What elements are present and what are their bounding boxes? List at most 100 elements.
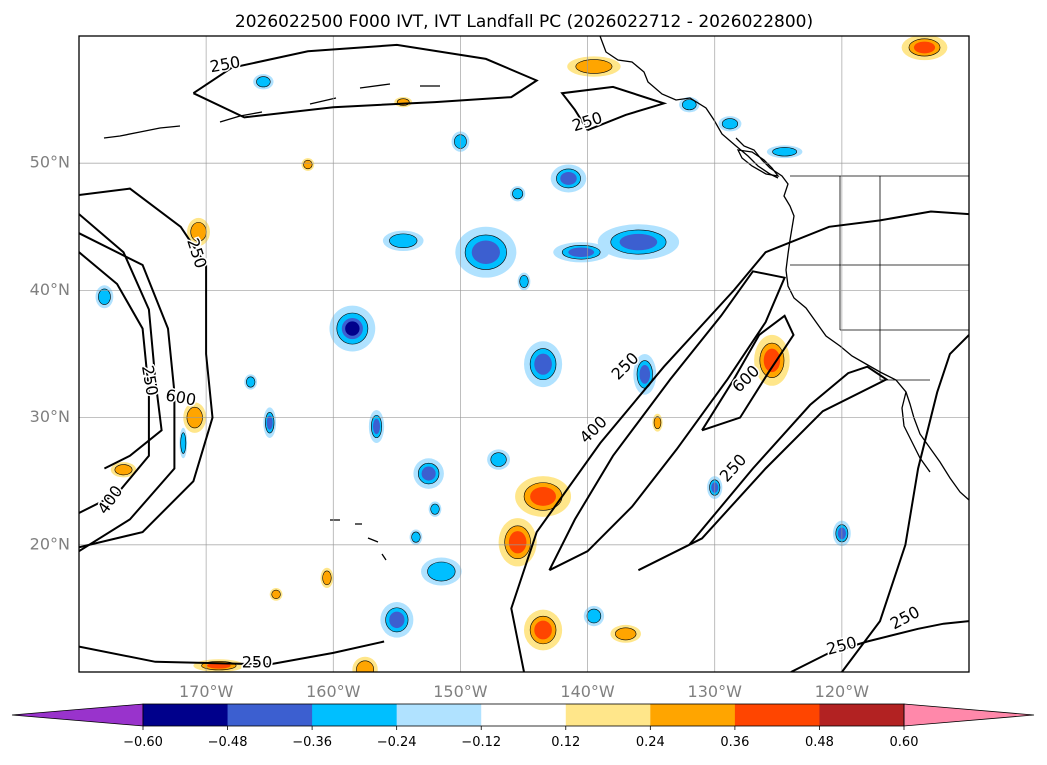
ivt-contour-400-8 [548,270,787,572]
colorbar-frame [142,703,905,727]
pc-positive-outline-14 [653,416,662,430]
colorbar-tick-label-5: 0.12 [551,735,580,750]
pc-negative-outline-10 [265,412,275,434]
canada-coastline [735,137,795,229]
pc-positive-outline-16 [396,98,410,106]
pc-positive-outline-11 [201,661,237,671]
pc-negative-region-7-ring-2 [421,466,436,481]
pc-positive-region-2-ring-2 [534,620,552,640]
pc-positive-region-15-ring-1 [271,590,281,599]
pc-negative-outline-11 [371,414,383,439]
pc-positive-region-5-ring-1 [190,222,207,242]
ivt-contour-250-2 [79,232,176,553]
pc-positive-outline-15 [271,589,281,600]
colorbar-segment-4 [481,704,567,726]
lat-label-1: 30°N [30,407,70,426]
pc-positive-region-10-ring-1 [356,660,374,672]
pc-negative-outline-9 [385,607,409,633]
colorbar-extend-high [903,703,1035,727]
pc-positive-outline-12 [322,570,332,586]
chart-title: 2026022500 F000 IVT, IVT Landfall PC (20… [235,12,813,32]
ivt-contour-400-4 [79,251,150,514]
colorbar-tick-label-0: −0.60 [123,735,163,750]
colorbar-segment-0 [143,704,229,726]
ivt-contour-600-5 [79,213,163,470]
pc-negative-outline-27 [512,188,524,200]
colorbar-tick-label-4: −0.12 [461,735,501,750]
pc-positive-region-1-ring-2 [508,531,527,554]
latitude-labels: 20°N 30°N 40°N 50°N [30,153,70,554]
pc-positive-region-0-ring-2 [530,487,557,506]
pc-negative-outline-19 [430,503,440,515]
pc-negative-outline-0 [464,234,507,270]
vancouver-island [736,149,780,177]
pc-negative-outline-20 [411,531,421,543]
pc-negative-outline-18 [586,608,602,624]
pc-negative-region-26-ring-1 [682,99,697,110]
pc-negative-region-13-ring-1 [722,118,738,129]
ivt-contour-250-1 [560,85,668,132]
pc-negative-outline-28 [519,275,529,288]
pc-positive-region-6-ring-1 [114,464,133,475]
colorbar-tick-label-8: 0.48 [805,735,834,750]
pc-positive-outline-3 [759,342,785,378]
ivt-contour-250-11 [790,620,969,672]
lon-label-2: 150°W [433,682,488,701]
ivt-contour-label-12: 250 [242,653,273,672]
pc-positive-outline-2 [529,615,557,645]
colorbar-tick-label-6: 0.24 [636,735,665,750]
ivt-contour-250-6 [79,640,385,666]
colorbar-segment-2 [312,704,398,726]
lon-label-1: 160°W [306,682,361,701]
pc-positive-region-7-ring-1 [575,59,613,74]
pc-positive-outline-8 [908,38,941,57]
pc-negative-outline-2 [561,245,601,260]
pc-negative-outline-8 [427,561,456,582]
ivt-contour-600-9 [701,314,795,432]
lat-label-3: 50°N [30,153,70,172]
pc-negative-region-18-ring-1 [587,609,601,623]
pc-fill-layer [95,36,948,672]
pc-positive-outline-7 [575,59,613,74]
us-west-coastline [785,227,969,501]
pc-negative-region-24-ring-1 [180,432,187,454]
pc-negative-region-25-ring-1 [256,76,271,87]
pc-negative-outline-23 [246,376,256,388]
pc-positive-region-12-ring-1 [322,570,332,585]
pc-positive-region-8-ring-2 [913,41,936,54]
hawaii-islands [330,519,387,561]
pc-negative-outline-15 [98,288,111,305]
pc-negative-region-22-ring-1 [389,233,418,248]
colorbar-tick-label-7: 0.36 [720,735,749,750]
lat-label-0: 20°N [30,534,70,553]
pc-negative-outline-24 [180,432,187,454]
pc-negative-outline-26 [682,99,697,111]
lat-label-2: 40°N [30,280,70,299]
pc-negative-region-5-ring-2 [534,353,552,375]
map-background [79,36,969,672]
colorbar-tick-label-2: −0.36 [292,735,332,750]
alaska-coastline [599,36,779,179]
pc-negative-outline-25 [256,76,271,88]
pc-negative-region-10-ring-2 [266,415,273,430]
pc-negative-region-0-ring-2 [471,240,500,265]
lon-label-5: 120°W [815,682,870,701]
ivt-contour-250-7 [510,210,969,672]
pc-negative-region-11-ring-2 [372,418,381,435]
pc-negative-region-3-ring-2 [560,171,577,185]
lon-label-4: 130°W [688,682,743,701]
pc-positive-region-13-ring-1 [615,627,637,640]
pc-negative-region-14-ring-1 [772,147,797,157]
colorbar: −0.60 −0.48 −0.36 −0.24 −0.12 0.12 0.24 0.36 0.4… [11,703,1035,750]
ivt-contour-250-10 [637,365,889,572]
pc-positive-outline-9 [303,159,313,170]
pc-positive-outline-6 [114,464,133,476]
pc-negative-region-4-ring-3 [345,321,360,336]
pc-negative-outline-3 [556,168,581,189]
pc-negative-region-15-ring-1 [98,288,111,305]
pc-negative-region-27-ring-1 [512,188,523,199]
ivt-contour-250-0 [192,43,539,119]
pc-negative-outline-1 [610,229,667,255]
colorbar-segment-6 [650,704,736,726]
colorbar-tick-label-3: −0.24 [377,735,417,750]
